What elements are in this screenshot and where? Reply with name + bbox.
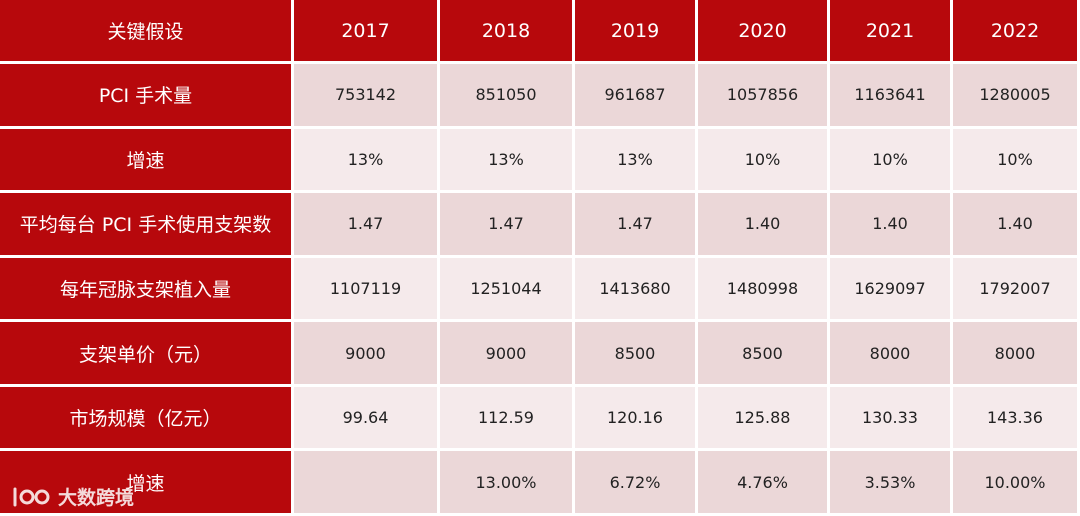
header-year: 2020: [698, 0, 830, 64]
table-cell: 1.47: [294, 193, 440, 258]
table-cell: 143.36: [953, 386, 1080, 452]
table-row: 市场规模（亿元） 99.64 112.59 120.16 125.88 130.…: [0, 386, 1080, 452]
table-cell: 9000: [294, 322, 440, 387]
table-cell: 13%: [575, 128, 698, 194]
header-year: 2018: [440, 0, 575, 64]
row-label: 增速: [0, 451, 294, 516]
table-cell: 1163641: [830, 64, 953, 129]
table-cell: 1629097: [830, 257, 953, 323]
table-cell: 753142: [294, 64, 440, 129]
table-cell: 8500: [698, 322, 830, 387]
header-year: 2022: [953, 0, 1080, 64]
table-cell: 10%: [953, 128, 1080, 194]
row-label: 每年冠脉支架植入量: [0, 257, 294, 323]
table-cell: 10.00%: [953, 451, 1080, 516]
table-cell: 1.47: [575, 193, 698, 258]
header-year: 2017: [294, 0, 440, 64]
row-label: PCI 手术量: [0, 64, 294, 129]
row-label: 市场规模（亿元）: [0, 386, 294, 452]
table-cell: 130.33: [830, 386, 953, 452]
watermark-text: 大数跨境: [58, 487, 135, 509]
table-cell: 1.40: [830, 193, 953, 258]
table-cell: 1480998: [698, 257, 830, 323]
table-cell: 112.59: [440, 386, 575, 452]
table-cell: 961687: [575, 64, 698, 129]
row-label: 支架单价（元）: [0, 322, 294, 387]
table-cell: 1280005: [953, 64, 1080, 129]
table-cell: 9000: [440, 322, 575, 387]
table-cell: 13.00%: [440, 451, 575, 516]
table-row: 支架单价（元） 9000 9000 8500 8500 8000 8000: [0, 322, 1080, 387]
table-cell: 8000: [953, 322, 1080, 387]
table-cell: 1057856: [698, 64, 830, 129]
table-cell: 6.72%: [575, 451, 698, 516]
row-label: 平均每台 PCI 手术使用支架数: [0, 193, 294, 258]
table-cell: 1107119: [294, 257, 440, 323]
table-cell: 120.16: [575, 386, 698, 452]
table-cell: 1413680: [575, 257, 698, 323]
watermark: 大数跨境: [12, 483, 134, 510]
table-cell: 1.47: [440, 193, 575, 258]
table-cell: 1.40: [698, 193, 830, 258]
table-cell: 1.40: [953, 193, 1080, 258]
table-cell: 125.88: [698, 386, 830, 452]
table-cell: 10%: [830, 128, 953, 194]
table-row: 增速 13.00% 6.72% 4.76% 3.53% 10.00%: [0, 451, 1080, 516]
header-year: 2021: [830, 0, 953, 64]
table-row: 增速 13% 13% 13% 10% 10% 10%: [0, 128, 1080, 194]
table-cell: [294, 451, 440, 516]
header-label: 关键假设: [0, 0, 294, 64]
table-cell: 4.76%: [698, 451, 830, 516]
table-row: 平均每台 PCI 手术使用支架数 1.47 1.47 1.47 1.40 1.4…: [0, 193, 1080, 258]
table-cell: 13%: [294, 128, 440, 194]
header-row: 关键假设 2017 2018 2019 2020 2021 2022: [0, 0, 1080, 64]
table-cell: 10%: [698, 128, 830, 194]
table-cell: 1251044: [440, 257, 575, 323]
logo-icon: [12, 486, 52, 508]
table-cell: 8500: [575, 322, 698, 387]
table-row: 每年冠脉支架植入量 1107119 1251044 1413680 148099…: [0, 257, 1080, 323]
table-cell: 8000: [830, 322, 953, 387]
table-cell: 3.53%: [830, 451, 953, 516]
header-year: 2019: [575, 0, 698, 64]
table-cell: 13%: [440, 128, 575, 194]
table-cell: 851050: [440, 64, 575, 129]
table-row: PCI 手术量 753142 851050 961687 1057856 116…: [0, 64, 1080, 129]
row-label: 增速: [0, 128, 294, 194]
table-cell: 99.64: [294, 386, 440, 452]
table-cell: 1792007: [953, 257, 1080, 323]
